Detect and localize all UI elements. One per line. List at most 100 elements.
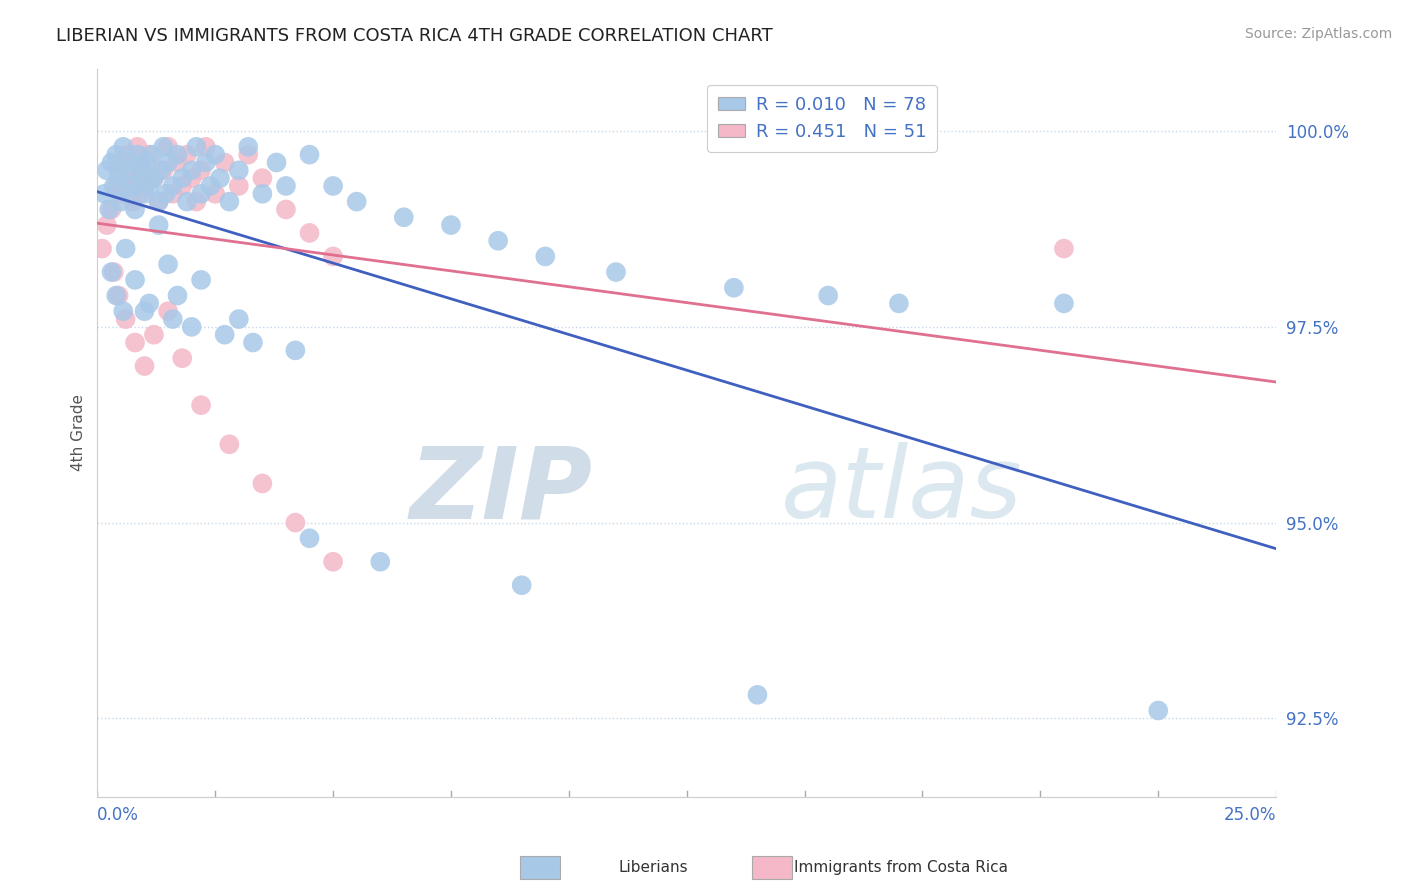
Point xyxy=(134,186,156,201)
Point xyxy=(162,178,184,193)
Point xyxy=(112,304,135,318)
Point xyxy=(298,226,321,240)
Point xyxy=(322,178,344,193)
Point xyxy=(91,242,114,256)
Point xyxy=(112,155,135,169)
Point xyxy=(96,218,118,232)
Point xyxy=(214,155,236,169)
Legend: R = 0.010   N = 78, R = 0.451   N = 51: R = 0.010 N = 78, R = 0.451 N = 51 xyxy=(707,85,936,152)
Point xyxy=(747,688,769,702)
Point xyxy=(200,178,222,193)
Point xyxy=(131,155,153,169)
Text: 25.0%: 25.0% xyxy=(1223,806,1277,824)
Point xyxy=(124,202,146,217)
Point xyxy=(186,194,208,209)
Point xyxy=(157,140,180,154)
Point xyxy=(172,351,194,366)
Point xyxy=(148,194,170,209)
Point xyxy=(266,155,288,169)
Point xyxy=(252,186,274,201)
Point xyxy=(368,555,391,569)
Y-axis label: 4th Grade: 4th Grade xyxy=(72,394,86,471)
Point xyxy=(252,171,274,186)
Text: ZIP: ZIP xyxy=(409,442,592,540)
Point xyxy=(190,163,212,178)
Point xyxy=(124,163,146,178)
Point xyxy=(242,335,264,350)
Point xyxy=(148,194,170,209)
Point xyxy=(176,147,198,161)
Point xyxy=(100,265,122,279)
Point xyxy=(105,178,128,193)
Point xyxy=(194,140,217,154)
Point xyxy=(117,147,139,161)
Point xyxy=(238,140,260,154)
Point xyxy=(138,296,160,310)
Point xyxy=(117,186,139,201)
Point xyxy=(103,265,125,279)
Point xyxy=(228,163,250,178)
Point xyxy=(120,155,142,169)
Point xyxy=(152,140,174,154)
Point xyxy=(142,171,165,186)
Point xyxy=(346,194,368,209)
Point xyxy=(194,155,217,169)
Point xyxy=(128,171,150,186)
Point xyxy=(228,312,250,326)
Point xyxy=(135,155,157,169)
Point xyxy=(817,288,839,302)
Point xyxy=(134,304,156,318)
Text: atlas: atlas xyxy=(780,442,1022,540)
Point xyxy=(510,578,533,592)
Point xyxy=(274,202,297,217)
Point xyxy=(162,186,184,201)
Point xyxy=(134,178,156,193)
Point xyxy=(887,296,910,310)
Point xyxy=(148,218,170,232)
Point xyxy=(100,202,122,217)
Point xyxy=(218,437,240,451)
Point xyxy=(96,163,118,178)
Point xyxy=(172,171,194,186)
Point xyxy=(107,163,129,178)
Point xyxy=(440,218,463,232)
Point xyxy=(238,147,260,161)
Point xyxy=(114,242,136,256)
Point xyxy=(107,171,129,186)
Point xyxy=(134,359,156,373)
Point xyxy=(228,178,250,193)
Point xyxy=(110,186,132,201)
Point xyxy=(138,178,160,193)
Point xyxy=(124,273,146,287)
Point xyxy=(190,398,212,412)
Text: LIBERIAN VS IMMIGRANTS FROM COSTA RICA 4TH GRADE CORRELATION CHART: LIBERIAN VS IMMIGRANTS FROM COSTA RICA 4… xyxy=(56,27,773,45)
Point xyxy=(1053,242,1076,256)
Point xyxy=(180,163,202,178)
Point xyxy=(107,288,129,302)
Point xyxy=(152,163,174,178)
Point xyxy=(322,249,344,263)
Point xyxy=(105,147,128,161)
Point xyxy=(605,265,627,279)
Point xyxy=(190,273,212,287)
Point xyxy=(166,147,188,161)
Point xyxy=(190,186,212,201)
Text: 0.0%: 0.0% xyxy=(97,806,139,824)
Point xyxy=(274,178,297,193)
Point xyxy=(162,312,184,326)
Point xyxy=(120,171,142,186)
Point xyxy=(534,249,557,263)
Point xyxy=(180,171,202,186)
Point xyxy=(155,186,177,201)
Point xyxy=(218,194,240,209)
Point xyxy=(284,516,307,530)
Point xyxy=(176,194,198,209)
Text: Immigrants from Costa Rica: Immigrants from Costa Rica xyxy=(794,860,1008,874)
Point xyxy=(214,327,236,342)
Point xyxy=(98,202,121,217)
Point xyxy=(157,257,180,271)
Point xyxy=(114,312,136,326)
Point xyxy=(127,147,149,161)
Point xyxy=(150,163,173,178)
Point xyxy=(204,147,226,161)
